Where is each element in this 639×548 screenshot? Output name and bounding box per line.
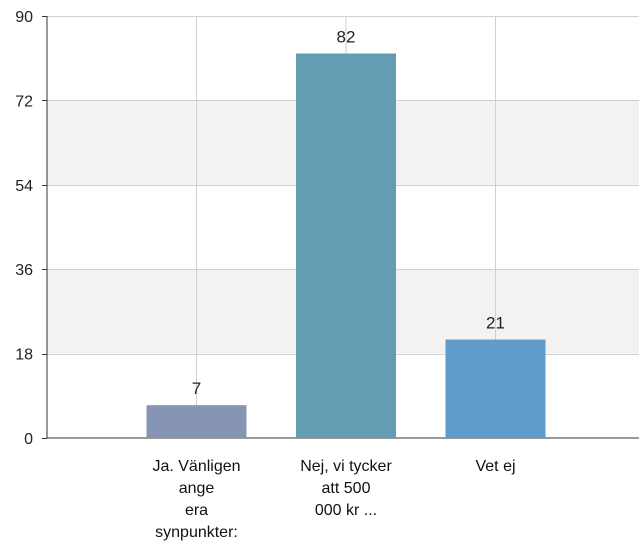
category-label: era — [185, 502, 208, 519]
data-label: 21 — [486, 314, 505, 333]
category-label: Nej, vi tycker — [300, 458, 392, 475]
data-labels: 7 82 21 — [192, 28, 505, 399]
y-tick-label: 18 — [15, 347, 33, 364]
data-label: 7 — [192, 379, 201, 398]
bar — [146, 405, 247, 438]
category-label: 000 kr ... — [315, 502, 377, 519]
category-label: ange — [179, 480, 215, 497]
category-label: synpunkter: — [155, 524, 238, 541]
category-label: Ja. Vänligen — [152, 458, 240, 475]
category-label: Vet ej — [475, 458, 515, 475]
y-tick-label: 54 — [15, 178, 33, 195]
bar — [445, 339, 546, 438]
y-tick-label: 36 — [15, 262, 33, 279]
category-labels: Ja. Vänligen ange era synpunkter: Nej, vi ty… — [152, 458, 515, 541]
category-label: att 500 — [322, 480, 371, 497]
bar — [296, 53, 396, 439]
y-axis-ticks: 0 18 36 54 72 90 — [15, 9, 47, 448]
data-label: 82 — [337, 28, 356, 47]
y-tick-label: 90 — [15, 9, 33, 26]
y-tick-label: 72 — [15, 93, 33, 110]
bars — [146, 53, 546, 439]
y-tick-label: 0 — [24, 431, 33, 448]
